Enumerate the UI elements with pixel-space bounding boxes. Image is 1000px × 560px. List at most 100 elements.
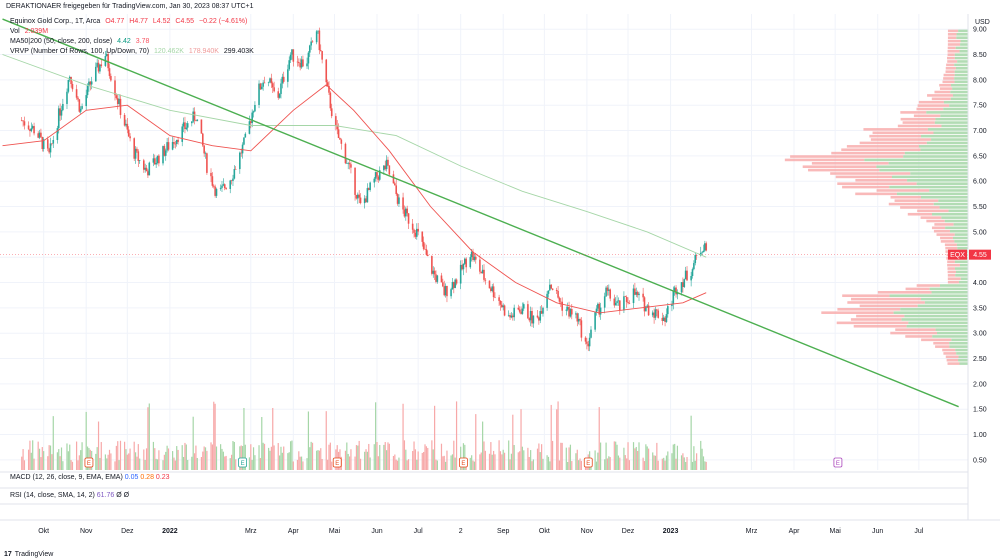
vrvp-down-row [947,60,958,63]
volume-bar [110,453,112,470]
candle-body [522,304,525,309]
volume-bar [252,447,255,470]
vrvp-up-row [958,280,968,284]
candle-body [374,172,377,179]
volume-bar [440,443,443,470]
volume-bar [561,442,563,470]
candle-body [347,163,349,164]
candle-body [110,75,112,81]
vrvp-up-row [893,311,968,314]
vrvp-up-row [924,301,968,304]
vrvp-up-row [900,307,968,311]
volume-bar [280,446,282,470]
price-tick-label: 4.00 [973,280,987,287]
candle-body [346,163,348,164]
candle-body [68,76,71,80]
candle-body [632,288,635,304]
volume-bar [174,460,176,470]
macd-legend[interactable]: MACD (12, 26, close, 9, EMA, EMA) 0.05 0… [10,474,170,481]
candle-body [31,126,34,129]
volume-bar [184,442,186,470]
volume-bar [185,444,187,470]
volume-legend[interactable]: Vol 2.039M [10,27,51,37]
rsi-legend[interactable]: RSI (14, close, SMA, 14, 2) 61.76 Ø Ø [10,492,129,499]
earnings-marker [84,457,94,468]
vrvp-up-row [935,328,968,331]
candle-body [575,313,577,315]
volume-bar [162,460,164,470]
candle-body [373,178,376,183]
volume-bar [145,448,148,470]
candle-body [116,98,119,104]
volume-bar [75,441,78,470]
ma-legend[interactable]: MA50|200 (50, close, 200, close) 4.42 3.… [10,37,152,47]
volume-bar [58,449,60,470]
candle-body [499,300,502,305]
header-text: DERAKTIONAER freigegeben für TradingView… [6,3,254,10]
candle-body [81,106,83,109]
volume-bar [99,457,101,470]
candle-body [662,317,665,321]
vrvp-down-row [876,189,930,192]
macd-value-2: 0.28 [140,474,154,481]
vrvp-up-row [950,97,968,101]
candle-body [167,142,170,150]
vrvp-down-row [947,49,960,53]
volume-bar [683,457,685,470]
vrvp-up-row [934,121,968,124]
candle-body [590,329,592,338]
vrvp-legend[interactable]: VRVP (Number Of Rows, 100, Up/Down, 70) … [10,47,257,57]
symbol-legend[interactable]: Equinox Gold Corp., 1T, Arca O4.77 H4.77… [10,17,250,27]
vrvp-up-row [904,314,968,318]
volume-bar [598,407,600,470]
candle-body [134,148,137,159]
vrvp-down-row [947,39,961,43]
grid [0,14,968,470]
candle-body [413,229,415,233]
volume-bar [513,445,515,470]
symbol-name[interactable]: Equinox Gold Corp., 1T, Arca [10,18,101,25]
volume-bar [568,447,570,470]
volume-bar [520,409,522,470]
vrvp-up-row [954,240,968,243]
volume-bar [47,456,49,470]
volume-bar [402,403,404,470]
vrvp-up-row [954,73,968,77]
candle-body [704,243,706,251]
candle-body [577,319,580,322]
volume-bar [177,449,179,470]
candle-body [555,290,558,292]
candle-body [356,194,359,199]
candle-body [576,313,579,322]
candle-body [66,91,68,104]
symbol-tag [948,249,967,260]
tradingview-footer[interactable]: 17 TradingView [4,551,53,558]
volume-bar [196,457,198,470]
candle-body [566,307,569,310]
vrvp-up-row [904,151,968,155]
vrvp-up-row [953,223,968,226]
volume-bar [645,444,647,470]
candle-body [99,64,101,72]
volume-bar [435,459,437,470]
vrvp-down-row [945,70,955,73]
vrvp-up-row [935,117,968,121]
candle-body [88,81,90,86]
candle-body [27,125,30,130]
volume-bar [626,458,628,470]
vrvp-down-row [939,87,953,90]
candle-body [635,292,638,295]
volume-bar [523,450,525,470]
volume-bar [259,458,262,470]
volume-bar [37,441,39,470]
vrvp-down-row [821,311,894,314]
volume-bar [273,445,275,470]
candle-body [461,264,463,270]
candle-body [206,153,208,173]
candle-body [440,275,443,283]
vrvp-down-row [917,104,950,107]
candle-body [686,270,688,281]
candle-body [628,303,631,304]
ohlc-open: O4.77 [105,18,125,25]
